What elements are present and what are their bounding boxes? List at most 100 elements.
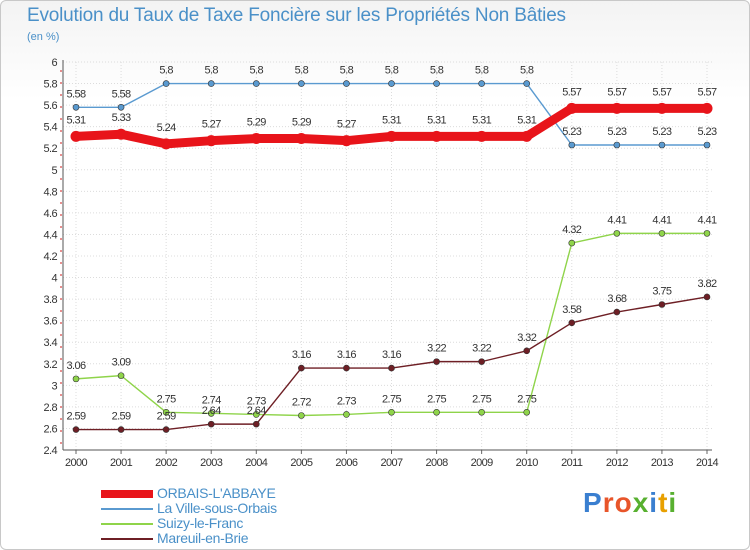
data-point bbox=[252, 80, 260, 87]
proxiti-logo[interactable]: Proxiti bbox=[583, 487, 677, 519]
data-label: 5.23 bbox=[562, 126, 581, 138]
data-label: 5.29 bbox=[292, 117, 311, 129]
x-tick-label: 2000 bbox=[65, 457, 88, 469]
logo-letter: i bbox=[668, 487, 678, 518]
data-point bbox=[162, 408, 170, 416]
data-label: 2.75 bbox=[382, 393, 401, 405]
data-point bbox=[658, 141, 666, 149]
data-label: 3.32 bbox=[517, 332, 536, 344]
data-label: 2.72 bbox=[292, 397, 311, 409]
data-point bbox=[117, 426, 125, 433]
y-tick-label: 3.6 bbox=[44, 316, 58, 328]
data-point bbox=[703, 293, 711, 301]
x-tick-label: 2009 bbox=[471, 457, 494, 469]
data-point bbox=[703, 141, 711, 149]
data-label: 5.58 bbox=[112, 88, 131, 100]
data-label: 5.8 bbox=[204, 65, 218, 77]
data-point bbox=[117, 103, 125, 111]
y-tick-label: 2.6 bbox=[44, 423, 58, 435]
y-tick-label: 2.4 bbox=[44, 445, 58, 457]
data-point bbox=[160, 138, 172, 150]
y-tick-label: 4.8 bbox=[44, 186, 58, 198]
legend-swatch-orbais bbox=[101, 489, 153, 498]
data-point bbox=[340, 135, 352, 147]
logo-letter: r bbox=[602, 487, 615, 518]
data-label: 4.41 bbox=[607, 214, 626, 226]
data-label: 5.31 bbox=[472, 114, 491, 126]
data-point bbox=[162, 80, 170, 87]
data-point bbox=[611, 102, 623, 114]
data-label: 5.8 bbox=[385, 65, 399, 77]
data-point bbox=[478, 80, 485, 87]
x-tick-label: 2008 bbox=[426, 457, 449, 469]
data-point bbox=[523, 347, 531, 355]
x-tick-label: 2011 bbox=[561, 457, 583, 469]
data-label: 2.59 bbox=[112, 411, 131, 423]
legend-item[interactable]: Mareuil-en-Brie bbox=[101, 531, 277, 546]
data-label: 4.32 bbox=[562, 224, 581, 236]
data-point bbox=[72, 426, 80, 433]
legend: ORBAIS-L'ABBAYE La Ville-sous-Orbais Sui… bbox=[101, 486, 277, 546]
data-label: 5.58 bbox=[66, 88, 85, 100]
x-tick-label: 2013 bbox=[651, 457, 674, 469]
y-tick-label: 4.6 bbox=[44, 208, 58, 220]
y-tick-label: 4 bbox=[51, 273, 57, 285]
y-tick-label: 3.4 bbox=[44, 337, 58, 349]
data-label: 2.59 bbox=[157, 411, 176, 423]
logo-letter: t bbox=[658, 487, 669, 518]
legend-item[interactable]: ORBAIS-L'ABBAYE bbox=[101, 486, 277, 501]
data-point bbox=[207, 410, 215, 417]
data-label: 5.57 bbox=[652, 86, 671, 98]
data-label: 5.27 bbox=[337, 119, 356, 131]
data-point bbox=[343, 364, 350, 372]
data-label: 3.16 bbox=[337, 349, 356, 361]
x-tick-label: 2010 bbox=[516, 457, 539, 469]
data-label: 3.22 bbox=[427, 343, 446, 355]
data-label: 2.59 bbox=[66, 411, 85, 423]
legend-label: Suizy-le-Franc bbox=[157, 515, 244, 531]
legend-swatch-mareuil-en-brie bbox=[101, 537, 153, 540]
data-point bbox=[207, 420, 215, 428]
y-tick-label: 3 bbox=[51, 380, 57, 392]
y-tick-label: 6 bbox=[51, 57, 57, 69]
data-label: 5.31 bbox=[517, 114, 536, 126]
data-point bbox=[250, 133, 262, 145]
data-label: 5.24 bbox=[157, 122, 176, 134]
data-point bbox=[70, 130, 82, 142]
data-point bbox=[613, 141, 621, 149]
data-label: 3.75 bbox=[652, 286, 671, 298]
y-tick-label: 5.4 bbox=[44, 122, 58, 134]
data-point bbox=[433, 80, 440, 87]
data-label: 3.09 bbox=[112, 357, 131, 369]
data-point bbox=[523, 408, 531, 416]
data-label: 2.73 bbox=[247, 395, 266, 407]
data-point bbox=[478, 358, 485, 365]
data-label: 5.29 bbox=[247, 117, 266, 129]
data-point bbox=[298, 364, 305, 372]
legend-swatch-ville-sous-orbais bbox=[101, 507, 153, 510]
data-point bbox=[205, 135, 217, 147]
series-lines bbox=[70, 80, 713, 433]
logo-letter: x bbox=[632, 487, 650, 518]
data-label: 5.31 bbox=[382, 114, 401, 126]
data-label: 2.75 bbox=[517, 393, 536, 405]
logo-letter: i bbox=[649, 487, 659, 518]
data-point bbox=[388, 80, 395, 87]
legend-item[interactable]: Suizy-le-Franc bbox=[101, 516, 277, 531]
x-tick-label: 2004 bbox=[245, 457, 268, 469]
x-tick-label: 2001 bbox=[110, 457, 133, 469]
legend-item[interactable]: La Ville-sous-Orbais bbox=[101, 501, 277, 516]
data-point bbox=[343, 411, 350, 418]
data-label: 2.74 bbox=[202, 394, 221, 406]
x-tick-label: 2012 bbox=[606, 457, 629, 469]
y-tick-label: 4.2 bbox=[44, 251, 58, 263]
data-label: 2.64 bbox=[202, 405, 221, 417]
x-tick-label: 2002 bbox=[155, 457, 178, 469]
data-point bbox=[478, 408, 485, 416]
data-label: 3.58 bbox=[562, 304, 581, 316]
data-label: 5.8 bbox=[520, 65, 534, 77]
data-point bbox=[388, 364, 395, 372]
axes: 2.4 2.6 2.8 3 3.2 3.4 3.6 3.8 4 4.2 4.4 4.6 4.8 5 5.2 5… bbox=[44, 57, 720, 469]
data-label: 5.31 bbox=[427, 114, 446, 126]
